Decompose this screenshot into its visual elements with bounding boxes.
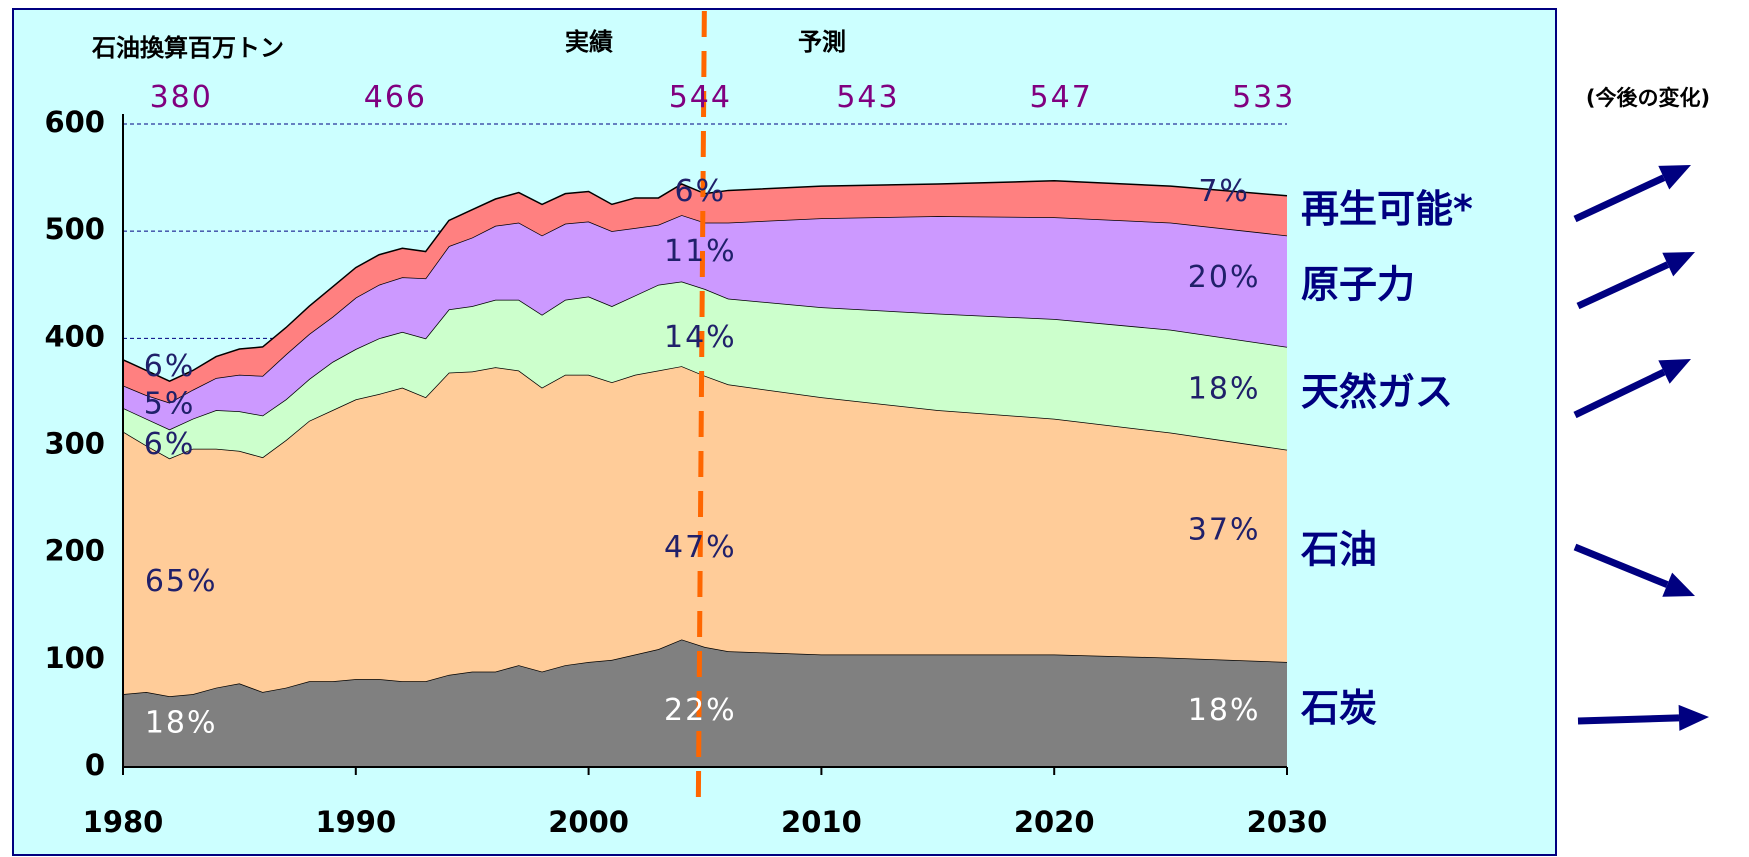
x-tick-label: 1990 — [315, 805, 396, 839]
x-tick-label: 2020 — [1014, 805, 1095, 839]
trend-arrow-head — [1678, 704, 1709, 731]
y-tick-label: 300 — [44, 427, 105, 461]
annotation: 20% — [1188, 260, 1261, 295]
area — [123, 281, 1287, 459]
area — [123, 639, 1287, 767]
y-tick-label: 200 — [44, 534, 105, 568]
annotation: 7% — [1198, 174, 1250, 209]
area — [123, 180, 1287, 403]
y-tick-label: 600 — [44, 105, 105, 139]
trend-arrow-head — [1658, 359, 1691, 384]
period-label: 実績 — [565, 28, 613, 56]
legend-label: 天然ガス — [1301, 370, 1453, 414]
y-tick-label: 100 — [44, 641, 105, 675]
annotation: 6% — [144, 349, 196, 384]
trend-arrow — [1577, 714, 1680, 725]
area — [123, 366, 1287, 697]
annotation: 18% — [1188, 371, 1261, 406]
annotation: 18% — [1188, 693, 1261, 728]
annotation: 37% — [1188, 513, 1261, 548]
area-edge — [122, 180, 1288, 383]
x-tick-label: 2030 — [1247, 805, 1328, 839]
x-tick-label: 2010 — [781, 805, 862, 839]
annotation: 11% — [664, 234, 737, 269]
annotation: 466 — [364, 80, 427, 115]
area — [123, 215, 1287, 430]
x-tick-label: 2000 — [548, 805, 629, 839]
legend-label: 再生可能* — [1301, 187, 1473, 231]
trend-arrow — [1573, 174, 1666, 223]
legend-label: 石油 — [1301, 527, 1377, 571]
annotation: 533 — [1232, 80, 1295, 115]
x-tick-label: 1980 — [83, 805, 164, 839]
legend-title: (今後の変化) — [1586, 86, 1710, 110]
trend-arrow-head — [1662, 572, 1695, 597]
legend-label: 石炭 — [1301, 686, 1377, 730]
trend-arrow — [1573, 368, 1666, 419]
annotation: 14% — [664, 320, 737, 355]
annotation: 18% — [145, 706, 218, 741]
forecast-divider — [695, 10, 707, 803]
trend-arrow-head — [1658, 165, 1691, 190]
annotation: 65% — [145, 564, 218, 599]
plot: 0 100 200 300 400 500 600 石炭 石油 天然ガス 原子力 再生可能* 1980 1… — [44, 10, 1473, 839]
annotation: 547 — [1030, 80, 1093, 115]
legend-label: 原子力 — [1301, 263, 1415, 307]
annotation: 6% — [144, 427, 196, 462]
annotation: 6% — [675, 174, 727, 209]
annotation: 47% — [664, 530, 737, 565]
period-label: 予測 — [798, 28, 846, 56]
annotation: 543 — [836, 80, 899, 115]
annotation: 22% — [664, 693, 737, 728]
y-tick-label: 400 — [44, 319, 105, 353]
y-tick-label: 0 — [85, 748, 105, 782]
annotation: 380 — [150, 80, 213, 115]
trend-arrow-head — [1662, 252, 1695, 277]
annotation: 544 — [669, 80, 732, 115]
y-axis-label: 石油換算百万トン — [91, 34, 284, 62]
y-tick-label: 500 — [44, 212, 105, 246]
trend-arrow — [1573, 543, 1669, 588]
trend-arrow — [1576, 261, 1670, 310]
annotation: 5% — [144, 386, 196, 421]
